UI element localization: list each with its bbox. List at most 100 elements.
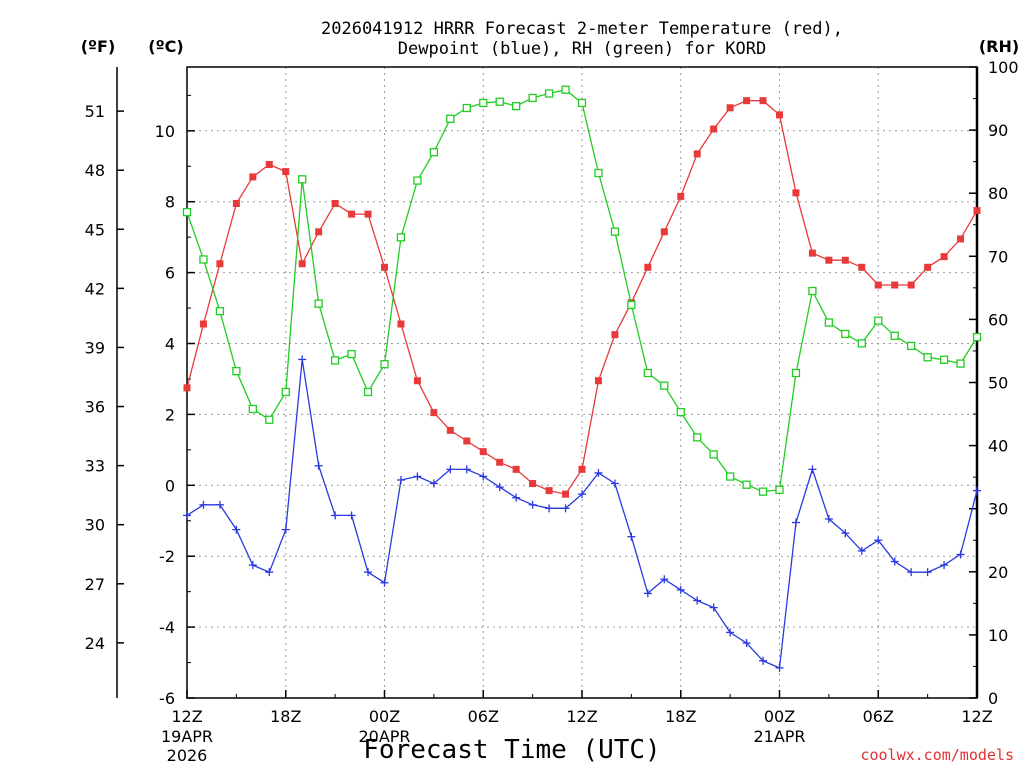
- fahrenheit-tick-label: 39: [85, 338, 105, 357]
- rh-point: [347, 349, 356, 359]
- dewpoint-point: [824, 514, 833, 523]
- dewpoint-point: [183, 511, 191, 520]
- temperature-point: [841, 256, 849, 264]
- rh-point: [512, 101, 521, 111]
- celsius-tick-label: 10: [155, 122, 175, 141]
- rh-point: [857, 339, 866, 348]
- rh-point: [363, 387, 373, 397]
- temperature-point: [693, 150, 701, 158]
- rh-point: [380, 360, 389, 369]
- temperature-point: [232, 199, 240, 207]
- dewpoint-point: [215, 500, 224, 509]
- rh-point: [907, 341, 916, 351]
- dewpoint-point: [578, 490, 586, 499]
- dewpoint-point: [512, 493, 521, 502]
- rh-tick-label: 30: [988, 500, 1008, 519]
- dewpoint-point: [594, 468, 603, 477]
- rh-tick-label: 40: [988, 437, 1008, 456]
- dewpoint-point: [759, 656, 768, 665]
- celsius-unit-label: (ºC): [148, 37, 183, 56]
- temperature-point: [413, 377, 421, 385]
- dewpoint-point: [413, 472, 422, 481]
- rh-point: [446, 114, 455, 123]
- rh-point: [791, 368, 801, 378]
- x-tick-label: 00Z: [369, 707, 400, 726]
- dewpoint-point: [314, 461, 323, 470]
- fahrenheit-tick-label: 30: [85, 516, 105, 535]
- temperature-point: [529, 480, 537, 488]
- dewpoint-point: [281, 525, 290, 534]
- temperature-point: [660, 228, 668, 236]
- rh-tick-label: 80: [988, 184, 1008, 203]
- rh-point: [232, 366, 241, 376]
- dewpoint-point: [347, 511, 356, 520]
- rh-point: [577, 98, 587, 108]
- temperature-series-line: [186, 100, 978, 495]
- rh-point: [330, 356, 340, 365]
- rh-point: [660, 381, 669, 390]
- rh-point: [298, 175, 307, 184]
- temperature-point: [562, 490, 570, 498]
- temperature-point: [479, 448, 487, 456]
- celsius-tick-label: 6: [165, 264, 175, 283]
- credit-text: coolwx.com/models: [860, 746, 1014, 764]
- rh-point: [742, 480, 751, 489]
- fahrenheit-tick-label: 24: [85, 634, 105, 653]
- rh-point: [314, 299, 323, 308]
- dewpoint-point: [380, 578, 389, 587]
- rh-tick-label: 70: [988, 247, 1008, 266]
- x-tick-label: 12Z: [566, 707, 597, 726]
- rh-point: [495, 97, 504, 106]
- dewpoint-point: [940, 561, 949, 570]
- dewpoint-point: [528, 500, 537, 509]
- dewpoint-point: [973, 486, 981, 495]
- rh-tick-label: 0: [988, 689, 998, 708]
- fahrenheit-tick-label: 27: [85, 575, 105, 594]
- rh-point: [265, 415, 274, 424]
- rh-point: [215, 307, 225, 316]
- dewpoint-point: [561, 504, 570, 513]
- rh-tick-label: 60: [988, 310, 1008, 329]
- rh-point: [429, 148, 439, 157]
- rh-point: [594, 168, 603, 178]
- temperature-point: [710, 125, 718, 133]
- rh-tick-label: 20: [988, 563, 1008, 582]
- temperature-point: [265, 160, 273, 168]
- dewpoint-point: [331, 511, 340, 520]
- x-tick-label: 06Z: [468, 707, 499, 726]
- rh-point: [462, 103, 471, 113]
- dewpoint-point: [446, 465, 455, 474]
- temperature-point: [430, 409, 438, 417]
- rh-point: [841, 329, 850, 339]
- dewpoint-point: [726, 628, 735, 637]
- temperature-point: [891, 281, 899, 289]
- dewpoint-point: [808, 465, 817, 474]
- rh-tick-label: 50: [988, 374, 1008, 393]
- temperature-point: [545, 487, 553, 495]
- rh-point: [610, 227, 620, 236]
- rh-point: [725, 472, 735, 481]
- dewpoint-point: [709, 603, 718, 612]
- temperature-point: [496, 458, 504, 466]
- rh-point: [643, 368, 652, 378]
- celsius-tick-label: 0: [165, 476, 175, 495]
- axes-layer: -6-4-20246810242730333639424548510102030…: [85, 58, 1019, 765]
- dewpoint-point: [923, 568, 932, 577]
- dewpoint-point: [693, 596, 702, 605]
- temperature-point: [644, 263, 652, 271]
- rh-point: [182, 207, 192, 217]
- celsius-tick-label: 8: [165, 193, 175, 212]
- dewpoint-point: [232, 525, 241, 534]
- dewpoint-point: [545, 504, 554, 513]
- rh-point: [544, 89, 554, 98]
- dewpoint-point: [610, 479, 619, 488]
- temperature-point: [298, 260, 306, 268]
- dewpoint-point: [890, 557, 899, 566]
- temperature-point: [348, 210, 356, 218]
- dewpoint-point: [874, 536, 883, 545]
- dewpoint-point: [396, 475, 405, 484]
- fahrenheit-tick-label: 42: [85, 279, 105, 298]
- rh-point: [775, 485, 784, 494]
- x-tick-date: 21APR: [753, 727, 805, 746]
- temperature-point: [973, 207, 981, 215]
